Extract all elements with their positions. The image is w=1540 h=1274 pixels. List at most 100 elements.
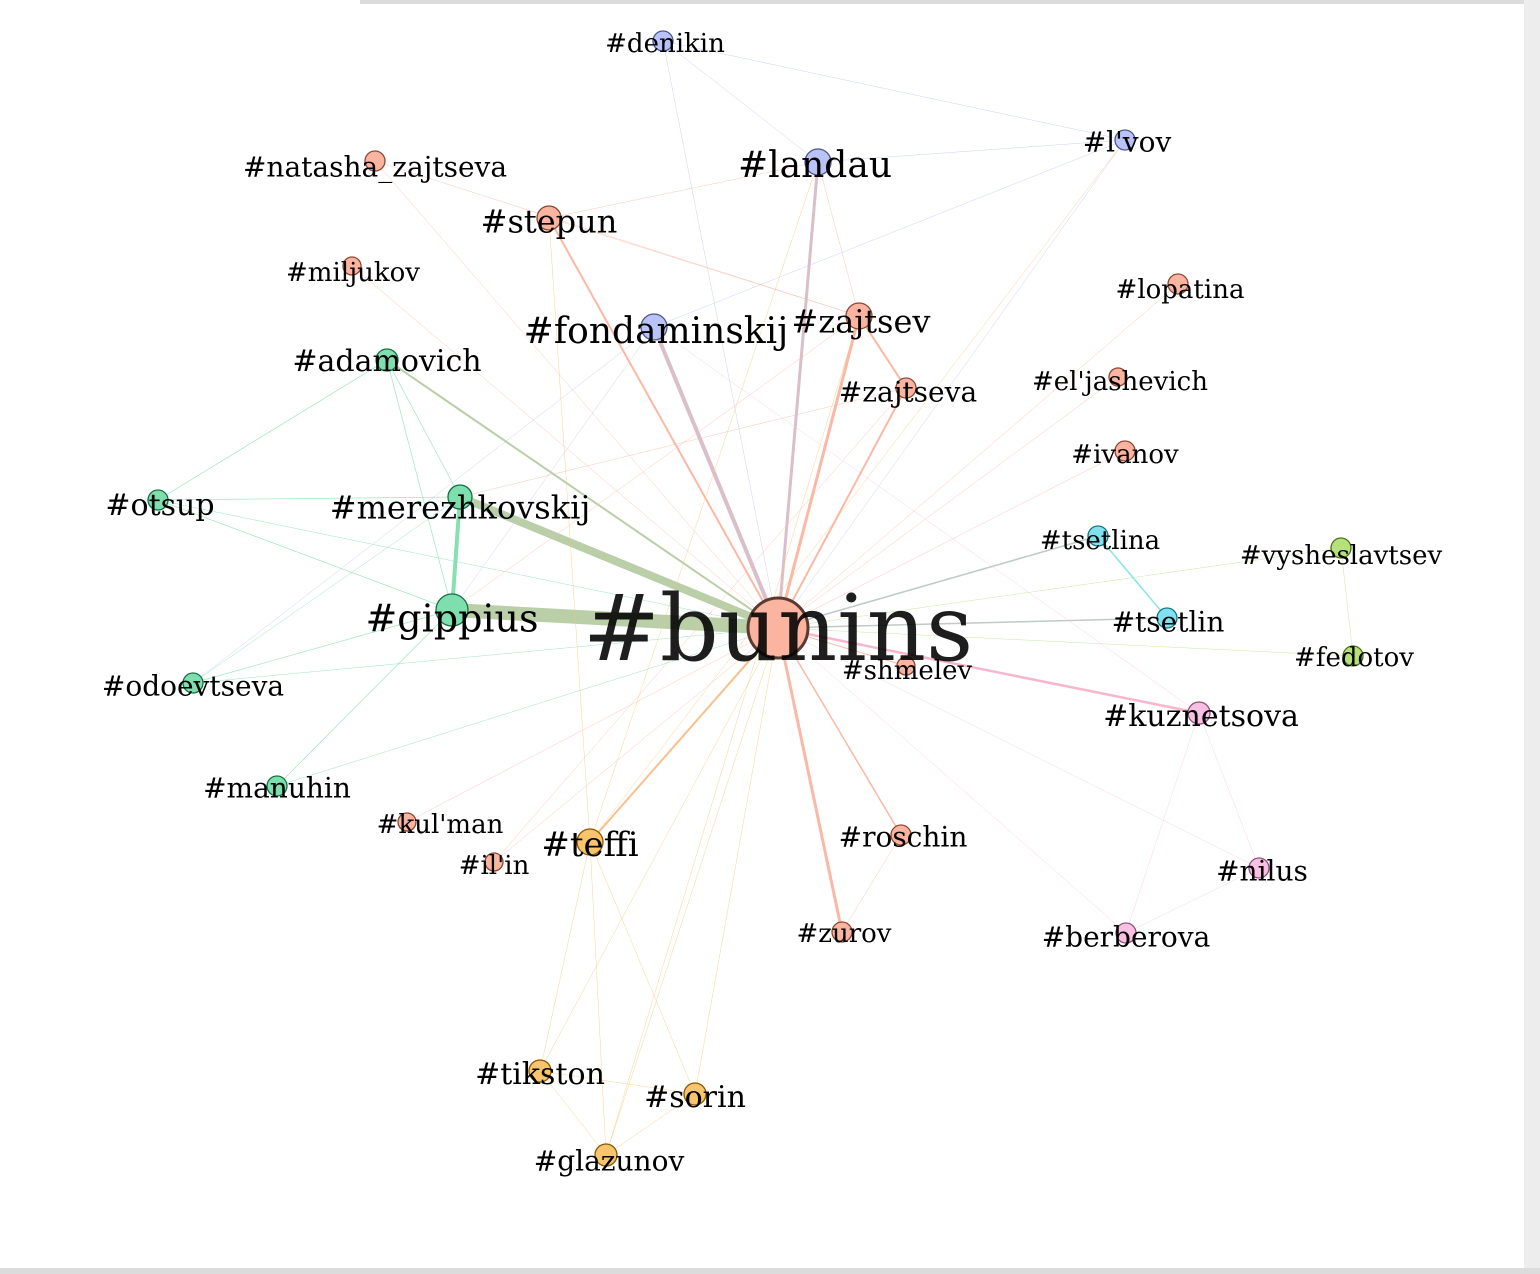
node-label-zajtsev[interactable]: #zajtsev <box>792 303 931 341</box>
node-label-roschin[interactable]: #roschin <box>839 821 968 854</box>
edge-bunins-zajtsev <box>776 314 861 630</box>
window-bottom-border <box>0 1268 1540 1274</box>
node-nilus[interactable] <box>1248 857 1270 879</box>
node-eljashevich[interactable] <box>1108 367 1128 387</box>
node-teffi[interactable] <box>576 828 604 856</box>
edge-stepun-teffi <box>548 217 591 843</box>
edge-kuznetsova-berberova <box>1125 712 1200 934</box>
node-natasha_zajtseva[interactable] <box>364 150 386 172</box>
edge-fondaminskij-lvov <box>653 139 1126 328</box>
scrollbar-track[interactable] <box>1524 0 1540 1274</box>
edge-bunins-teffi <box>589 627 779 843</box>
node-label-eljashevich[interactable]: #el'jashevich <box>1032 367 1208 397</box>
node-lopatina[interactable] <box>1167 273 1189 295</box>
node-label-natasha_zajtseva[interactable]: #natasha_zajtseva <box>243 151 507 184</box>
node-label-zajtseva[interactable]: #zajtseva <box>839 376 977 409</box>
node-vysheslavtsev[interactable] <box>1330 537 1352 559</box>
node-miljukov[interactable] <box>342 256 362 276</box>
edge-odoevtseva-fondaminskij <box>192 326 655 684</box>
node-label-merezhkovskij[interactable]: #merezhkovskij <box>330 489 591 527</box>
edge-bunins-kulman <box>406 627 779 823</box>
node-label-sorin[interactable]: #sorin <box>644 1080 746 1115</box>
node-label-denikin[interactable]: #denikin <box>605 29 725 59</box>
node-merezhkovskij[interactable] <box>447 484 473 510</box>
node-label-zurov[interactable]: #zurov <box>797 919 892 949</box>
node-ilin[interactable] <box>484 852 504 872</box>
node-bunins[interactable] <box>746 596 810 660</box>
node-label-adamovich[interactable]: #adamovich <box>292 344 481 379</box>
node-label-miljukov[interactable]: #miljukov <box>286 258 420 288</box>
node-stepun[interactable] <box>536 205 562 231</box>
edge-bunins-adamovich <box>386 359 779 629</box>
node-fedotov[interactable] <box>1342 645 1364 667</box>
node-roschin[interactable] <box>890 824 912 846</box>
edge-zajtseva-ilin <box>493 387 907 863</box>
node-label-otsup[interactable]: #otsup <box>105 488 214 523</box>
node-label-nilus[interactable]: #nilus <box>1216 855 1308 888</box>
node-tsetlin[interactable] <box>1156 607 1178 629</box>
edge-adamovich-otsup <box>157 359 388 501</box>
node-label-odoevtseva[interactable]: #odoevtseva <box>102 670 284 703</box>
node-tikston[interactable] <box>528 1059 552 1083</box>
node-landau[interactable] <box>804 148 832 176</box>
node-lvov[interactable] <box>1114 129 1136 151</box>
edge-bunins-denikin <box>662 40 779 629</box>
node-ivanov[interactable] <box>1114 440 1136 462</box>
node-kuznetsova[interactable] <box>1187 701 1211 725</box>
node-label-lvov[interactable]: #l'vov <box>1083 126 1172 159</box>
node-tsetlina[interactable] <box>1087 525 1109 547</box>
node-shmelev[interactable] <box>896 656 916 676</box>
node-kulman[interactable] <box>397 812 417 832</box>
node-label-tikston[interactable]: #tikston <box>475 1057 605 1092</box>
node-berberova[interactable] <box>1115 922 1137 944</box>
node-odoevtseva[interactable] <box>182 672 204 694</box>
edge-bunins-lvov <box>777 139 1126 629</box>
node-gippius[interactable] <box>435 593 469 627</box>
edge-vysheslavtsev-fedotov <box>1340 547 1354 657</box>
edge-denikin-lvov <box>662 40 1126 141</box>
node-label-tsetlina[interactable]: #tsetlina <box>1040 526 1160 556</box>
node-label-bunins[interactable]: #bunins <box>583 575 973 682</box>
node-label-gippius[interactable]: #gippius <box>365 597 538 641</box>
node-label-lopatina[interactable]: #lopatina <box>1116 275 1245 305</box>
edge-bunins-nilus <box>777 627 1260 869</box>
node-manuhin[interactable] <box>266 775 288 797</box>
edge-natasha_zajtseva-zajtsev <box>374 160 860 317</box>
node-fondaminskij[interactable] <box>640 313 668 341</box>
node-label-manuhin[interactable]: #manuhin <box>203 772 351 805</box>
node-otsup[interactable] <box>147 489 169 511</box>
node-glazunov[interactable] <box>594 1143 618 1167</box>
node-adamovich[interactable] <box>375 348 399 372</box>
edge-teffi-sorin <box>589 841 696 1095</box>
edge-gippius-odoevtseva <box>192 609 453 684</box>
node-label-ivanov[interactable]: #ivanov <box>1071 440 1179 470</box>
node-denikin[interactable] <box>652 30 674 52</box>
edge-tikston-sorin <box>539 1070 696 1095</box>
node-label-kuznetsova[interactable]: #kuznetsova <box>1103 699 1299 734</box>
edge-bunins-tsetlin <box>777 617 1168 629</box>
node-label-fedotov[interactable]: #fedotov <box>1294 643 1414 673</box>
node-label-teffi[interactable]: #teffi <box>541 825 638 865</box>
node-label-stepun[interactable]: #stepun <box>481 203 618 241</box>
edge-bunins-odoevtseva <box>192 627 779 684</box>
node-zajtsev[interactable] <box>845 302 873 330</box>
edge-roschin-zurov <box>841 834 902 933</box>
node-label-glazunov[interactable]: #glazunov <box>534 1145 685 1178</box>
node-label-landau[interactable]: #landau <box>738 145 892 186</box>
node-label-berberova[interactable]: #berberova <box>1042 921 1211 954</box>
node-label-vysheslavtsev[interactable]: #vysheslavtsev <box>1240 541 1443 571</box>
node-zajtseva[interactable] <box>895 377 917 399</box>
node-label-ilin[interactable]: #il'in <box>459 851 530 881</box>
node-label-tsetlin[interactable]: #tsetlin <box>1112 606 1225 639</box>
node-sorin[interactable] <box>683 1082 707 1106</box>
node-label-shmelev[interactable]: #shmelev <box>842 656 973 686</box>
edge-tikston-glazunov <box>539 1070 607 1156</box>
edge-bunins-ilin <box>493 627 779 863</box>
node-label-fondaminskij[interactable]: #fondaminskij <box>524 311 789 352</box>
node-zurov[interactable] <box>831 921 853 943</box>
edge-bunins-tikston <box>539 627 779 1072</box>
edge-bunins-ivanov <box>777 450 1126 629</box>
node-label-kulman[interactable]: #kul'man <box>377 810 504 840</box>
